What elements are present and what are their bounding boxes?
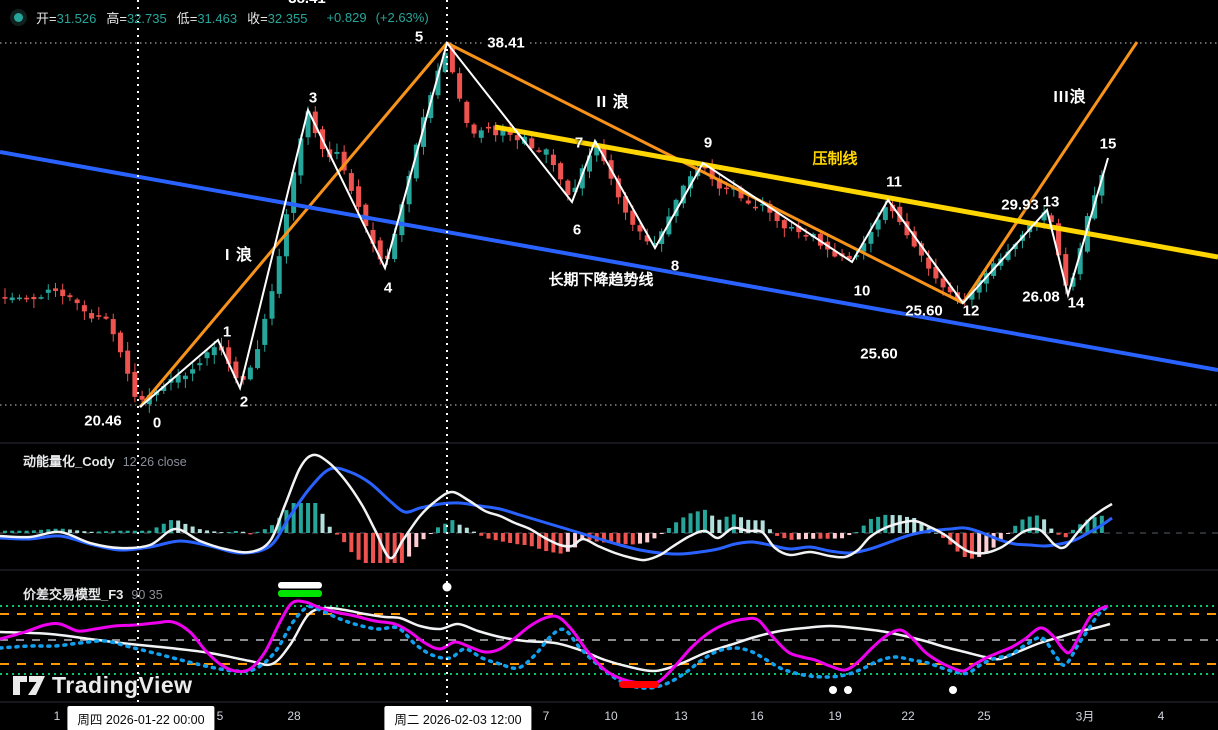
time-tick-label: 4 bbox=[1157, 709, 1165, 723]
white-signal-dot bbox=[949, 686, 957, 694]
tradingview-logo-icon[interactable] bbox=[13, 676, 45, 695]
orange-trend-line bbox=[446, 41, 964, 305]
yellow-resistance-line bbox=[494, 124, 1218, 260]
series-marker-icon[interactable] bbox=[10, 9, 27, 26]
time-tick-label: 28 bbox=[287, 709, 301, 723]
change-percent: (+2.63%) bbox=[375, 10, 429, 25]
change-value: +0.829 bbox=[326, 10, 367, 25]
indicator2-white-line bbox=[0, 606, 1111, 673]
orange-trend-line bbox=[138, 42, 449, 408]
session-break-lines bbox=[137, 0, 448, 702]
ohlc-item: 收=32.355 bbox=[247, 11, 308, 26]
time-tick-label: 25 bbox=[977, 709, 991, 723]
tradingview-watermark-text: TradingView bbox=[52, 672, 193, 698]
indicator1-blue-line bbox=[0, 466, 1113, 556]
pane-separators[interactable] bbox=[0, 442, 1218, 703]
indicator2-title[interactable]: 价差交易模型_F3 bbox=[23, 587, 124, 602]
indicator2-magenta-line bbox=[0, 599, 1109, 686]
orange-trend-line bbox=[961, 41, 1139, 304]
ohlc-item: 高=32.735 bbox=[106, 11, 167, 26]
indicator1-title[interactable]: 动能量化_Cody bbox=[23, 454, 115, 469]
indicator2-cyan-dotted-line bbox=[0, 604, 1110, 690]
green-signal-pill bbox=[278, 590, 322, 597]
white-signal-dot bbox=[442, 582, 452, 592]
time-axis[interactable]: 1 5 28 7 10 13 16 19 22 25 3月 4 周四 2026-01-22 00:00… bbox=[0, 703, 1218, 730]
red-signal-pill bbox=[619, 681, 659, 688]
trend-line-drawings[interactable] bbox=[0, 41, 1218, 408]
crosshair-date-label-1: 周四 2026-01-22 00:00 bbox=[67, 706, 215, 730]
indicator2-legend[interactable]: 价差交易模型_F3 90 35 bbox=[23, 584, 163, 603]
ohlc-values: 开=31.526 高=32.735 低=31.463 收=32.355 bbox=[36, 8, 317, 27]
ohlc-item: 低=31.463 bbox=[176, 11, 238, 26]
time-tick-label: 1 bbox=[53, 709, 61, 723]
indicator2-params: 90 35 bbox=[131, 588, 163, 602]
time-tick-label: 19 bbox=[828, 709, 842, 723]
ohlc-legend: 开=31.526 高=32.735 低=31.463 收=32.355 +0.829 … bbox=[10, 8, 429, 27]
indicator1-plot bbox=[0, 453, 1218, 563]
blue-downtrend-line bbox=[0, 150, 1218, 372]
indicator1-white-line bbox=[0, 453, 1113, 562]
white-signal-dot bbox=[829, 686, 837, 694]
indicator2-plot bbox=[0, 582, 1218, 694]
ohlc-item: 开=31.526 bbox=[36, 11, 97, 26]
white-signal-pill bbox=[278, 582, 322, 589]
elliott-wave-zigzag[interactable] bbox=[139, 40, 1109, 408]
candlestick-series bbox=[2, 45, 1105, 413]
time-tick-label: 7 bbox=[542, 709, 550, 723]
time-tick-label: 16 bbox=[750, 709, 764, 723]
indicator1-params: 12 26 close bbox=[122, 455, 187, 469]
time-tick-label: 3月 bbox=[1075, 709, 1095, 724]
time-tick-label: 10 bbox=[604, 709, 618, 723]
time-tick-label: 5 bbox=[216, 709, 224, 723]
crosshair-date-label-2: 周二 2026-02-03 12:00 bbox=[384, 706, 532, 730]
white-signal-dot bbox=[844, 686, 852, 694]
time-tick-label: 22 bbox=[901, 709, 915, 723]
tradingview-watermark[interactable]: TradingView bbox=[12, 672, 193, 699]
horizontal-price-lines[interactable] bbox=[0, 42, 1218, 406]
indicator1-legend[interactable]: 动能量化_Cody 12 26 close bbox=[23, 451, 187, 470]
time-tick-label: 13 bbox=[674, 709, 688, 723]
